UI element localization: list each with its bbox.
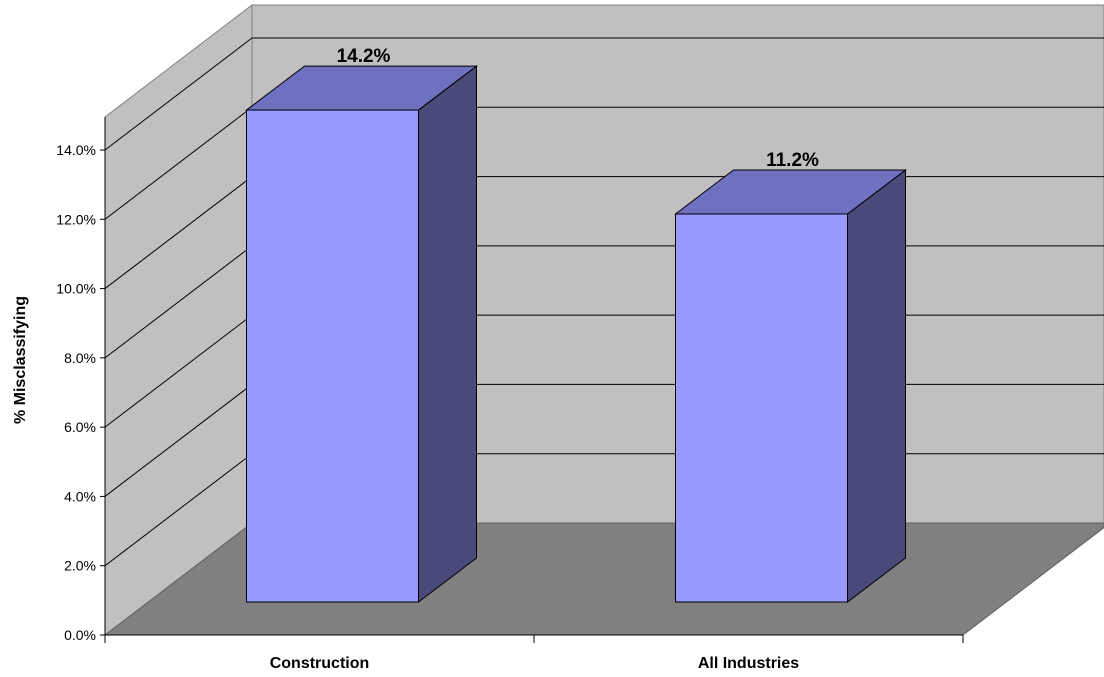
data-label: 14.2% (337, 46, 391, 67)
x-tick-label: Construction (270, 655, 370, 672)
y-axis-title: % Misclassifying (12, 296, 29, 424)
bar (675, 213, 848, 603)
bars (245, 65, 907, 604)
gridline-side (104, 245, 253, 359)
axes (100, 117, 964, 643)
gridline-side (104, 37, 253, 151)
gridline-side (104, 453, 253, 567)
gridline-side (104, 384, 253, 497)
y-tick-label: 2.0% (64, 558, 96, 574)
bar-group (245, 65, 478, 604)
y-tick-label: 0.0% (64, 627, 96, 643)
y-tick-label: 10.0% (56, 281, 96, 297)
bar-group (674, 168, 907, 604)
x-tick-label: All Industries (698, 655, 799, 672)
labels: % Misclassifying 14.2% 11.2% 0.0% 2.0% 4.0% 6… (12, 46, 819, 672)
gridline-side (104, 314, 253, 428)
bar-side (418, 65, 477, 604)
y-tick-label: 12.0% (56, 211, 96, 227)
gridline-side (104, 176, 253, 289)
bar (246, 109, 419, 603)
gridline-side (104, 106, 253, 220)
data-label: 11.2% (766, 150, 819, 171)
bar-side (847, 168, 906, 604)
y-tick-label: 6.0% (64, 419, 96, 435)
y-tick-label: 4.0% (64, 488, 96, 504)
y-tick-label: 8.0% (64, 350, 96, 366)
y-tick-label: 14.0% (56, 142, 96, 158)
